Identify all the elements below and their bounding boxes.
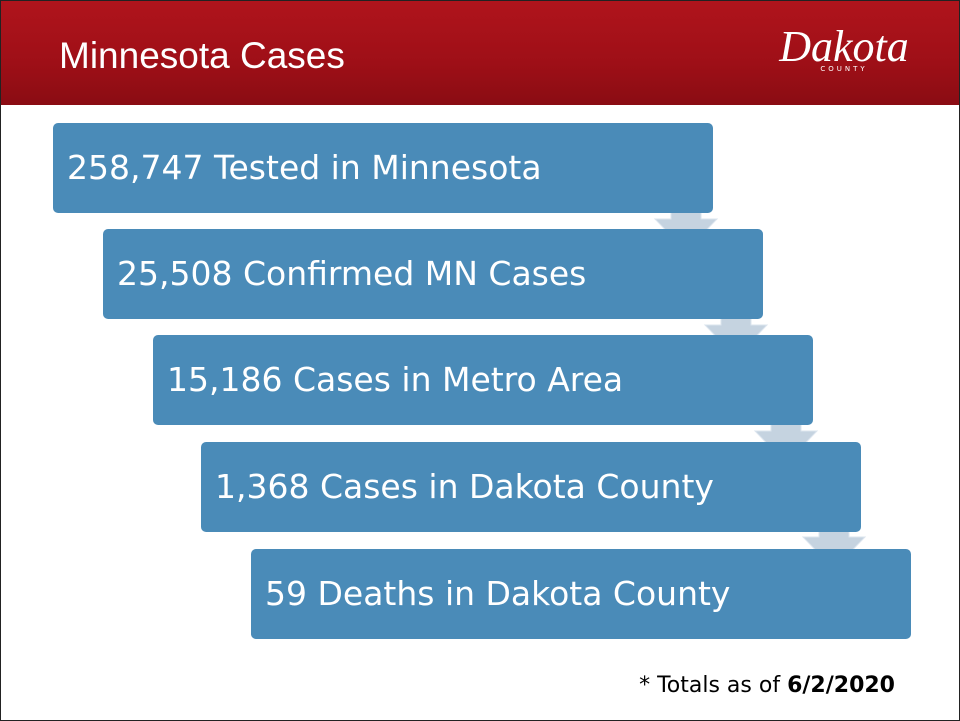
step-box: 258,747 Tested in Minnesota xyxy=(53,123,713,213)
step-box: 25,508 Confirmed MN Cases xyxy=(103,229,763,319)
footnote-date: 6/2/2020 xyxy=(787,673,895,698)
step-box: 1,368 Cases in Dakota County xyxy=(201,442,861,532)
title: Minnesota Cases xyxy=(59,35,345,76)
header: Minnesota Cases Dakota COUNTY xyxy=(1,1,959,105)
step-box: 15,186 Cases in Metro Area xyxy=(153,335,813,425)
step-box: 59 Deaths in Dakota County xyxy=(251,549,911,639)
logo-subtext: COUNTY xyxy=(820,65,868,73)
logo-text: Dakota xyxy=(779,22,909,71)
footnote-prefix: * Totals as of xyxy=(639,673,781,698)
logo: Dakota COUNTY xyxy=(759,22,929,74)
footnote: * Totals as of 6/2/2020 xyxy=(639,673,895,698)
